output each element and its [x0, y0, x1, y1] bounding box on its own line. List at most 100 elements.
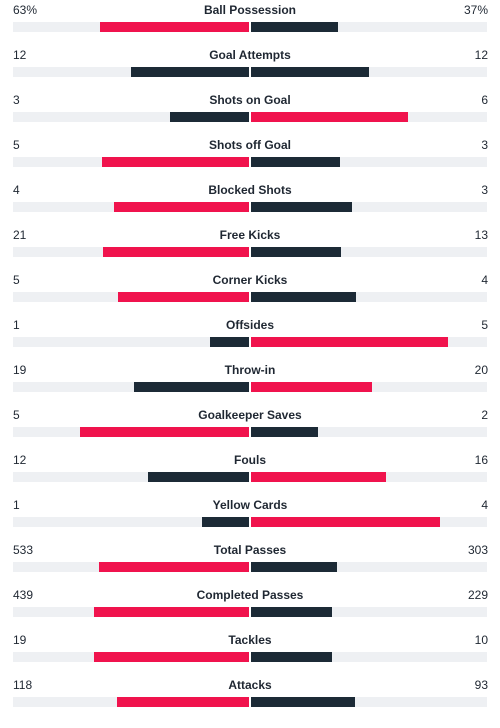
away-bar-fill	[251, 22, 339, 32]
away-bar-fill	[251, 562, 337, 572]
home-bar-track	[13, 157, 249, 167]
home-bar-fill	[93, 607, 249, 617]
away-bar-fill	[251, 247, 342, 257]
stat-row: 19 Throw-in 20	[0, 363, 500, 413]
home-bar-fill	[100, 22, 249, 32]
away-value: 229	[467, 588, 488, 602]
home-bar-track	[13, 427, 249, 437]
stat-label: Goal Attempts	[209, 48, 291, 62]
away-bar-track	[251, 427, 487, 437]
away-bar-track	[251, 292, 487, 302]
home-bar-fill	[209, 337, 249, 347]
home-bar-fill	[101, 157, 249, 167]
away-bar-track	[251, 337, 487, 347]
home-value: 5	[13, 138, 20, 152]
home-bar-track	[13, 202, 249, 212]
home-bar-fill	[117, 697, 249, 707]
home-value: 3	[13, 93, 20, 107]
away-bar-track	[251, 202, 487, 212]
home-bar-fill	[114, 202, 249, 212]
home-bar-track	[13, 292, 249, 302]
away-bar-track	[251, 247, 487, 257]
stat-row: 5 Goalkeeper Saves 2	[0, 408, 500, 458]
home-bar-track	[13, 607, 249, 617]
away-bar-fill	[251, 697, 355, 707]
home-value: 5	[13, 408, 20, 422]
away-bar-track	[251, 67, 487, 77]
away-bar-fill	[251, 157, 340, 167]
away-value: 4	[481, 273, 488, 287]
stat-row: 533 Total Passes 303	[0, 543, 500, 593]
home-bar-fill	[170, 112, 249, 122]
away-value: 20	[474, 363, 488, 377]
home-bar-fill	[80, 427, 249, 437]
away-bar-track	[251, 22, 487, 32]
stat-label: Corner Kicks	[212, 273, 288, 287]
away-bar-fill	[251, 427, 319, 437]
stat-label: Ball Possession	[203, 3, 297, 17]
stat-label: Yellow Cards	[212, 498, 288, 512]
home-bar-track	[13, 652, 249, 662]
away-bar-fill	[251, 67, 369, 77]
home-value: 4	[13, 183, 20, 197]
away-bar-track	[251, 517, 487, 527]
home-value: 533	[13, 543, 34, 557]
away-bar-fill	[251, 472, 386, 482]
home-value: 19	[13, 363, 27, 377]
home-value: 118	[13, 678, 33, 692]
home-bar-track	[13, 112, 249, 122]
match-stats-list: 63% Ball Possession 37% 12 Goal Attempts 12 3 S…	[0, 3, 500, 707]
home-bar-track	[13, 337, 249, 347]
home-bar-fill	[131, 67, 249, 77]
home-bar-track	[13, 67, 249, 77]
away-value: 3	[481, 138, 488, 152]
stat-label: Goalkeeper Saves	[198, 408, 302, 422]
home-bar-track	[13, 472, 249, 482]
away-value: 12	[474, 48, 488, 62]
away-bar-fill	[251, 112, 409, 122]
away-value: 10	[474, 633, 488, 647]
away-bar-track	[251, 382, 487, 392]
away-value: 2	[481, 408, 488, 422]
stat-row: 21 Free Kicks 13	[0, 228, 500, 278]
away-bar-fill	[251, 382, 372, 392]
away-bar-track	[251, 562, 487, 572]
away-value: 37%	[463, 3, 488, 17]
away-bar-fill	[251, 607, 332, 617]
home-value: 5	[13, 273, 20, 287]
away-bar-track	[251, 112, 487, 122]
home-value: 439	[13, 588, 34, 602]
home-bar-fill	[201, 517, 249, 527]
stat-row: 63% Ball Possession 37%	[0, 3, 500, 53]
home-bar-track	[13, 517, 249, 527]
home-bar-track	[13, 382, 249, 392]
stat-row: 1 Yellow Cards 4	[0, 498, 500, 548]
home-bar-fill	[147, 472, 249, 482]
away-bar-track	[251, 157, 487, 167]
stat-label: Offsides	[225, 318, 274, 332]
home-bar-track	[13, 697, 249, 707]
away-bar-track	[251, 652, 487, 662]
home-bar-track	[13, 562, 249, 572]
home-bar-fill	[117, 292, 249, 302]
stat-row: 4 Blocked Shots 3	[0, 183, 500, 233]
home-value: 19	[13, 633, 27, 647]
away-bar-fill	[251, 337, 448, 347]
home-value: 12	[13, 453, 27, 467]
stat-row: 5 Shots off Goal 3	[0, 138, 500, 188]
away-value: 3	[481, 183, 488, 197]
home-value: 12	[13, 48, 27, 62]
stat-row: 1 Offsides 5	[0, 318, 500, 368]
away-bar-track	[251, 607, 487, 617]
away-bar-track	[251, 472, 487, 482]
home-bar-track	[13, 22, 249, 32]
home-value: 1	[13, 318, 20, 332]
stat-label: Completed Passes	[196, 588, 304, 602]
home-bar-fill	[94, 652, 249, 662]
away-value: 303	[467, 543, 488, 557]
home-bar-fill	[103, 247, 249, 257]
stat-row: 3 Shots on Goal 6	[0, 93, 500, 143]
home-bar-track	[13, 247, 249, 257]
away-value: 13	[474, 228, 488, 242]
stat-label: Fouls	[234, 453, 266, 467]
